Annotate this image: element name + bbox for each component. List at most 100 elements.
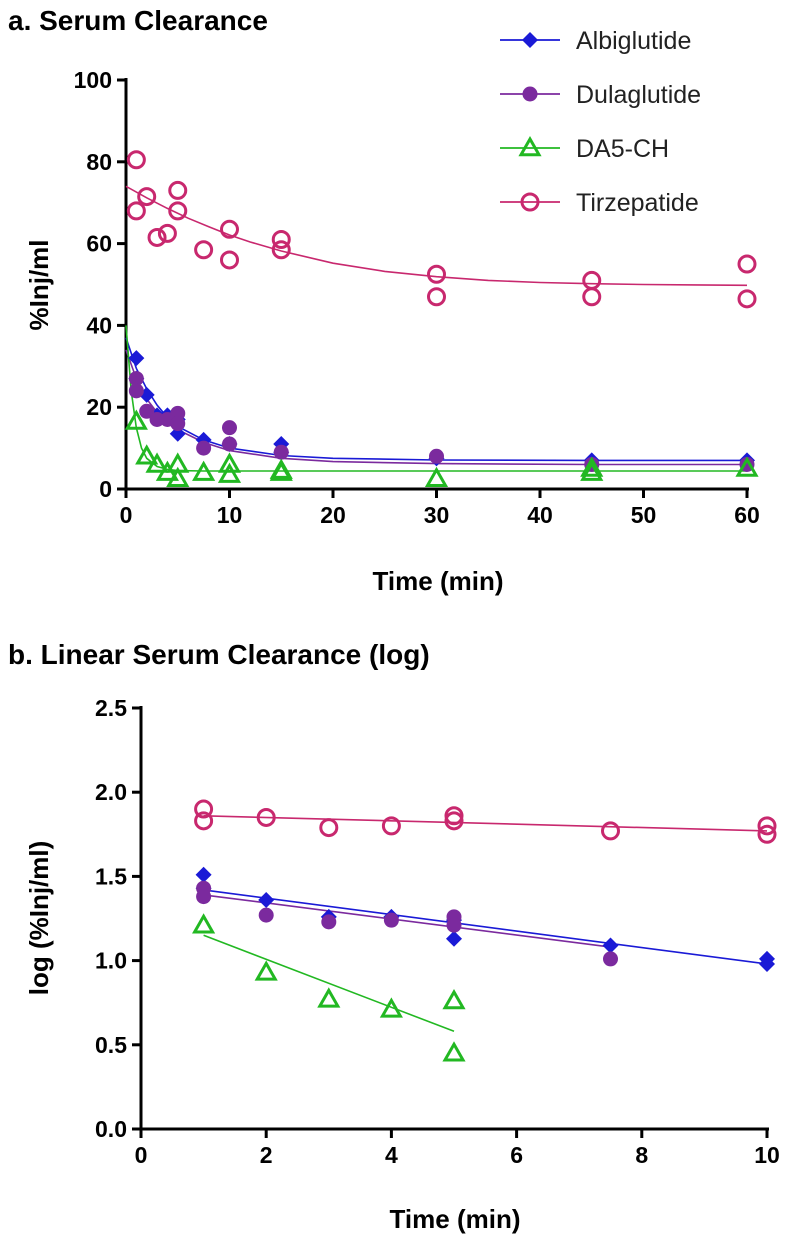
panel-b-albiglutide-point bbox=[258, 891, 275, 908]
panel-b-y-tick-label: 1.5 bbox=[95, 863, 127, 889]
panel-a-tirzepatide-point bbox=[271, 240, 291, 260]
panel-b-dulaglutide-point bbox=[196, 889, 212, 905]
panel-a-dulaglutide-point bbox=[170, 416, 186, 432]
panel-a-da5-ch-point bbox=[580, 456, 604, 477]
panel-b-tirzepatide-point bbox=[444, 811, 464, 831]
panel-b-y-tick-label: 2.0 bbox=[95, 779, 127, 805]
panel-b-da5-ch-point bbox=[254, 960, 278, 981]
panel-a-dulaglutide-fit-line bbox=[125, 349, 747, 466]
panel-a-dulaglutide-point bbox=[222, 420, 237, 436]
legend-dulaglutide-label: Dulaglutide bbox=[576, 81, 701, 109]
panel-a-tirzepatide-point bbox=[582, 287, 602, 307]
panel-b-tirzepatide-point bbox=[194, 799, 214, 819]
panel-a-da5-ch-point bbox=[735, 456, 759, 477]
panel-b-da5-ch-point bbox=[442, 988, 466, 1010]
panel-a-y-tick-label: 40 bbox=[86, 312, 112, 338]
panel-a-x-tick-label: 60 bbox=[734, 502, 760, 528]
panel-a-tirzepatide-point bbox=[126, 150, 146, 170]
panel-a-da5-ch-point bbox=[145, 452, 169, 473]
panel-a-da5-ch-point bbox=[217, 452, 242, 473]
panel-b-title: b. Linear Serum Clearance (log) bbox=[8, 639, 430, 670]
panel-a-tirzepatide-point bbox=[737, 254, 757, 274]
legend-albiglutide-label: Albiglutide bbox=[576, 27, 691, 55]
panel-a-y-tick-label: 60 bbox=[86, 231, 112, 257]
legend-dulaglutide-marker bbox=[522, 86, 538, 102]
panel-a-tirzepatide-point bbox=[427, 287, 446, 307]
panel-b-fit-lines bbox=[203, 815, 768, 1033]
panel-a-serum-clearance: a. Serum Clearance 0 10 20 30 40 50 60 0 20 40 60 8… bbox=[8, 5, 760, 596]
panel-b-tirzepatide-point bbox=[319, 818, 339, 838]
panel-b-tirzepatide-point bbox=[381, 816, 401, 836]
panel-b-x-tick-label: 0 bbox=[135, 1142, 148, 1168]
panel-b-albiglutide-fit-line bbox=[203, 889, 768, 965]
panel-b-dulaglutide-point bbox=[603, 951, 618, 967]
panel-a-tirzepatide-point bbox=[582, 270, 602, 290]
panel-a-dulaglutide-point bbox=[149, 411, 165, 427]
panel-a-dulaglutide-point bbox=[139, 403, 155, 419]
panel-b-tirzepatide-point bbox=[194, 811, 214, 831]
panel-a-y-tick-label: 20 bbox=[86, 394, 112, 420]
panel-b-dulaglutide-point bbox=[258, 907, 274, 923]
legend-da5-ch-marker bbox=[518, 135, 542, 157]
panel-a-x-tick-label: 30 bbox=[424, 502, 450, 528]
panel-a-da5-ch-point bbox=[192, 460, 216, 481]
panel-b-tirzepatide-fit-line bbox=[203, 815, 768, 832]
panel-a-dulaglutide-point bbox=[128, 371, 144, 387]
panel-b-y-axis-label: log (%Inj/ml) bbox=[24, 841, 54, 996]
panel-a-dulaglutide-point bbox=[196, 440, 212, 456]
panel-b-x-axis-label: Time (min) bbox=[390, 1204, 521, 1234]
legend-albiglutide-marker bbox=[522, 32, 538, 48]
panel-a-tirzepatide-fit-line bbox=[125, 185, 748, 287]
panel-a-dulaglutide-point bbox=[222, 436, 237, 452]
panel-b-x-tick-label: 6 bbox=[510, 1142, 523, 1168]
panel-a-tirzepatide-point bbox=[737, 289, 757, 309]
panel-b-albiglutide-point bbox=[602, 937, 619, 954]
panel-b-data-points bbox=[192, 799, 777, 1062]
panel-b-tirzepatide-point bbox=[757, 816, 777, 836]
panel-a-tirzepatide-point bbox=[427, 264, 446, 284]
panel-b-da5-ch-fit-line bbox=[203, 934, 455, 1033]
panel-a-tirzepatide-point bbox=[220, 250, 239, 270]
panel-a-dulaglutide-point bbox=[429, 448, 444, 464]
panel-a-tirzepatide-point bbox=[220, 219, 239, 239]
panel-b-dulaglutide-fit-line bbox=[203, 894, 611, 948]
panel-a-tirzepatide-point bbox=[157, 223, 177, 243]
panel-a-da5-ch-point bbox=[124, 409, 148, 430]
panel-a-albiglutide-fit-line bbox=[125, 337, 747, 462]
panel-b-log-clearance: b. Linear Serum Clearance (log) 0 2 4 6 8 100… bbox=[8, 639, 780, 1234]
panel-b-albiglutide-point bbox=[446, 930, 462, 947]
panel-a-tirzepatide-point bbox=[271, 230, 291, 250]
panel-a-tirzepatide-point bbox=[168, 180, 188, 200]
panel-b-dulaglutide-point bbox=[321, 914, 337, 930]
panel-b-dulaglutide-point bbox=[446, 917, 462, 933]
panel-a-da5-ch-point bbox=[166, 466, 190, 488]
panel-b-y-tick-label: 0.0 bbox=[95, 1116, 127, 1142]
panel-a-da5-ch-point bbox=[580, 460, 604, 481]
panel-a-x-tick-label: 20 bbox=[320, 502, 346, 528]
panel-b-da5-ch-point bbox=[379, 997, 403, 1018]
panel-b-dulaglutide-point bbox=[383, 912, 399, 928]
panel-a-x-tick-label: 0 bbox=[120, 502, 133, 528]
legend-da5-ch-label: DA5-CH bbox=[576, 135, 669, 163]
panel-a-da5-ch-point bbox=[424, 466, 449, 488]
panel-b-y-tick-label: 0.5 bbox=[95, 1032, 127, 1058]
panel-b-x-tick-label: 2 bbox=[260, 1142, 273, 1168]
panel-b-x-tick-label: 8 bbox=[635, 1142, 648, 1168]
panel-a-data-points bbox=[124, 150, 759, 488]
panel-a-title: a. Serum Clearance bbox=[8, 5, 268, 36]
panel-a-y-tick-label: 0 bbox=[99, 476, 112, 502]
panel-a-y-tick-label: 100 bbox=[74, 67, 112, 93]
panel-a-da5-ch-point bbox=[217, 462, 242, 483]
panel-a-tirzepatide-point bbox=[168, 201, 188, 221]
panel-b-y-tick-label: 1.0 bbox=[95, 948, 127, 974]
panel-b-x-tick-label: 10 bbox=[754, 1142, 780, 1168]
panel-a-tirzepatide-point bbox=[137, 187, 157, 207]
panel-b-da5-ch-point bbox=[317, 987, 341, 1008]
panel-a-albiglutide-point bbox=[128, 350, 145, 367]
legend-tirzepatide-marker bbox=[520, 192, 540, 212]
panel-b-axes: 0 2 4 6 8 10 0.0 0.5 1.0 1.5 2.0 2.5 bbox=[95, 695, 780, 1168]
panel-b-albiglutide-point bbox=[195, 866, 212, 883]
panel-a-x-tick-label: 40 bbox=[527, 502, 553, 528]
panel-a-x-axis-label: Time (min) bbox=[373, 566, 504, 596]
